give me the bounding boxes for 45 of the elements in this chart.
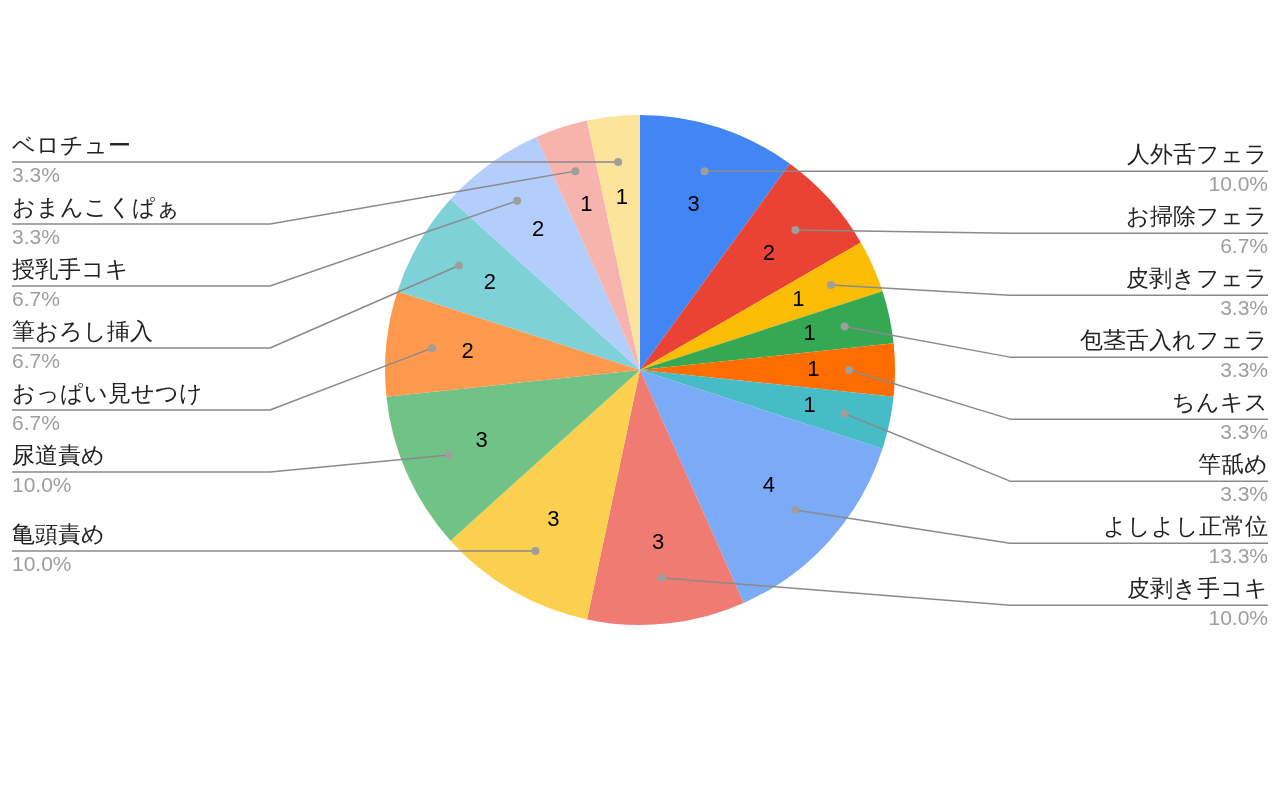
data-label: 2: [461, 337, 474, 363]
data-label: 1: [615, 183, 628, 209]
data-label: 1: [580, 191, 593, 217]
slice-label: 皮剥きフェラ: [1126, 264, 1268, 291]
slice-label: 尿道責め: [12, 441, 105, 468]
slice-label: 包茎舌入れフェラ: [1080, 326, 1268, 353]
slice-label: おっぱい見せつけ: [12, 379, 203, 406]
text: 6.7%: [12, 411, 60, 435]
data-label: 3: [475, 426, 488, 452]
slice-label: ちんキス: [1172, 388, 1268, 415]
data-label: 2: [531, 215, 545, 241]
text: 13.3%: [1208, 544, 1268, 568]
data-label: 3: [547, 506, 560, 532]
slice-label: 筆おろし挿入: [12, 317, 153, 344]
data-label: 3: [687, 191, 700, 217]
text: 3.3%: [12, 163, 60, 187]
text: 10.0%: [1208, 172, 1268, 196]
data-label: 1: [803, 392, 816, 418]
slice-label: ベロチュー: [12, 131, 131, 158]
slice-label: 人外舌フェラ: [1127, 140, 1268, 167]
text: 10.0%: [1208, 606, 1268, 630]
data-label: 1: [807, 356, 820, 382]
data-label: 2: [762, 240, 775, 266]
slice-label: お掃除フェラ: [1126, 202, 1268, 229]
data-label: 2: [483, 269, 496, 295]
text: 3.3%: [12, 225, 60, 249]
slice-label: 皮剥き手コキ: [1127, 574, 1268, 601]
data-label: 4: [762, 472, 775, 498]
text: 6.7%: [12, 287, 60, 311]
slice-label: 授乳手コキ: [12, 255, 129, 282]
text: 3.3%: [1220, 358, 1268, 382]
text: 6.7%: [12, 349, 60, 373]
text: 10.0%: [12, 552, 72, 576]
text: 3.3%: [1220, 296, 1268, 320]
slice-label: 竿舐め: [1198, 450, 1268, 477]
text: 10.0%: [12, 473, 72, 497]
text: 3.3%: [1220, 420, 1268, 444]
text: 3.3%: [1220, 482, 1268, 506]
slice-label: 亀頭責め: [12, 520, 105, 547]
data-label: 1: [803, 320, 816, 346]
slice-label: おまんこくぱぁ: [12, 193, 180, 220]
data-label: 3: [652, 528, 665, 554]
slice-label: よしよし正常位: [1103, 512, 1268, 539]
text: 6.7%: [1220, 234, 1268, 258]
data-label: 1: [792, 285, 805, 311]
